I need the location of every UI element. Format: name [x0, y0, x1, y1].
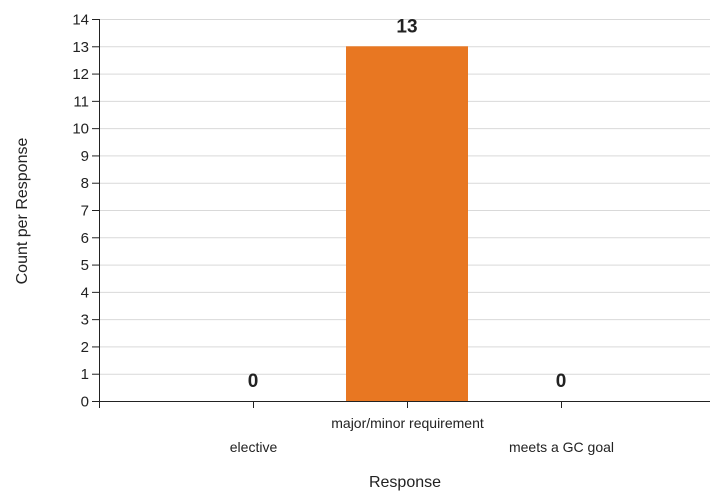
labels: 01234567891011121314electivemajor/minor …	[72, 12, 614, 456]
x-axis-title: Response	[369, 474, 441, 491]
y-tick-label: 1	[81, 366, 89, 383]
x-category-label: meets a GC goal	[509, 439, 614, 455]
y-tick-label: 5	[81, 257, 89, 274]
data-label: 0	[248, 371, 259, 392]
y-tick-label: 11	[73, 93, 89, 110]
y-tick-label: 12	[72, 66, 89, 83]
y-tick-label: 8	[81, 175, 89, 192]
y-tick-label: 2	[81, 339, 89, 356]
y-tick-label: 10	[72, 121, 89, 138]
y-tick-label: 4	[81, 284, 89, 301]
y-tick-label: 0	[81, 394, 89, 411]
y-tick-label: 7	[81, 203, 89, 220]
y-tick-label: 14	[72, 12, 89, 29]
y-axis-title: Count per Response	[14, 138, 31, 285]
data-label: 13	[396, 16, 417, 37]
y-tick-label: 9	[81, 148, 89, 165]
y-tick-label: 13	[72, 39, 89, 56]
axes	[92, 19, 710, 408]
y-tick-label: 6	[81, 230, 89, 247]
x-category-label: major/minor requirement	[331, 415, 484, 431]
data-label: 0	[556, 371, 567, 392]
x-category-label: elective	[230, 439, 278, 455]
bars	[346, 46, 468, 402]
bar	[346, 46, 468, 402]
y-tick-label: 3	[81, 312, 89, 329]
